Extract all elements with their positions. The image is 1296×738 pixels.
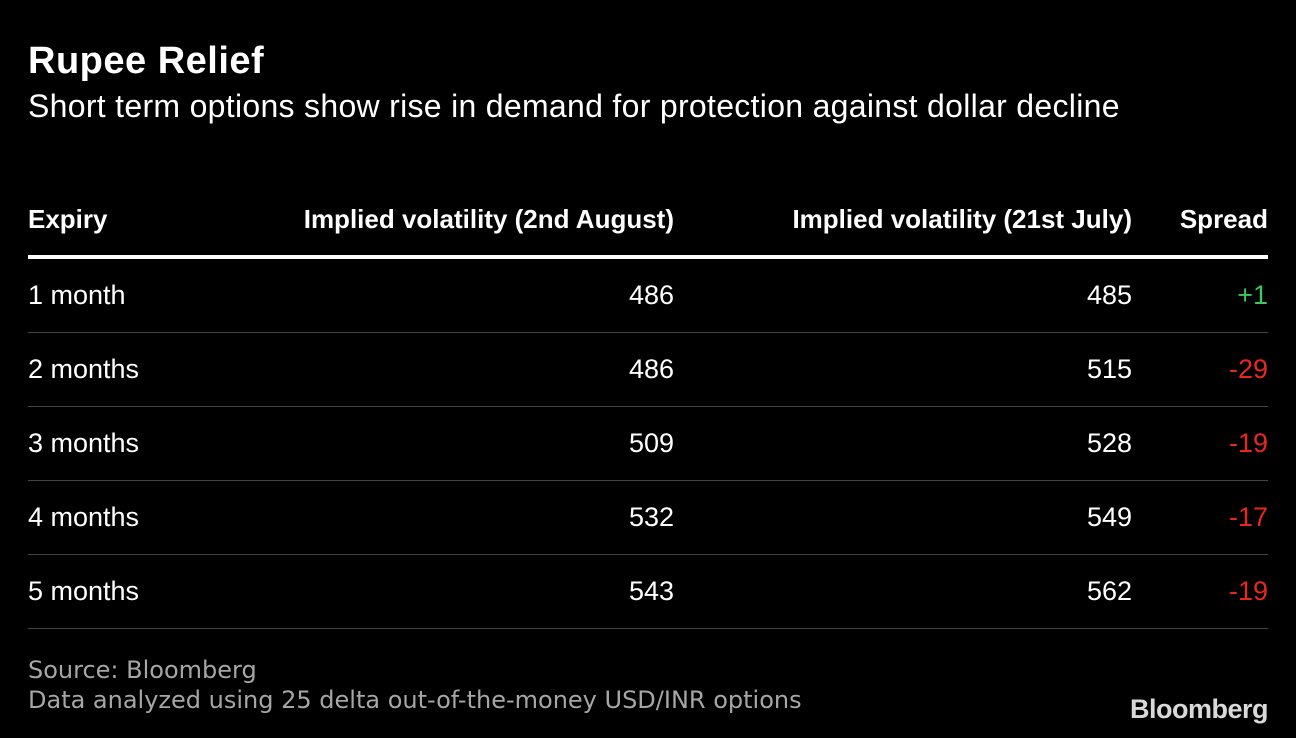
table-row: 3 months 509 528 -19 — [28, 406, 1268, 481]
cell-spread: -17 — [1132, 480, 1268, 555]
table-row: 4 months 532 549 -17 — [28, 480, 1268, 555]
column-header-iv-jul21: Implied volatility (21st July) — [674, 183, 1132, 259]
cell-iv-jul21: 562 — [674, 554, 1132, 629]
bloomberg-logo: Bloomberg — [1129, 694, 1269, 724]
cell-iv-aug2: 532 — [268, 480, 674, 555]
column-header-spread: Spread — [1132, 183, 1268, 259]
cell-spread: -19 — [1132, 554, 1268, 629]
method-note: Data analyzed using 25 delta out-of-the-… — [28, 686, 802, 714]
cell-iv-jul21: 549 — [674, 480, 1132, 555]
table-row: 2 months 486 515 -29 — [28, 332, 1268, 407]
column-header-expiry: Expiry — [28, 183, 268, 259]
table-row: 1 month 486 485 +1 — [28, 257, 1268, 333]
cell-iv-aug2: 486 — [268, 332, 674, 407]
cell-iv-aug2: 509 — [268, 406, 674, 481]
chart-subtitle: Short term options show rise in demand f… — [28, 88, 1120, 124]
header-row: Expiry Implied volatility (2nd August) I… — [28, 183, 1268, 259]
data-table: Expiry Implied volatility (2nd August) I… — [28, 183, 1268, 629]
cell-iv-jul21: 528 — [674, 406, 1132, 481]
table-body: 1 month 486 485 +1 2 months 486 515 -29 3 months… — [28, 257, 1268, 629]
cell-iv-jul21: 515 — [674, 332, 1132, 407]
cell-expiry: 3 months — [28, 406, 268, 481]
cell-expiry: 1 month — [28, 257, 268, 333]
chart-title: Rupee Relief — [28, 40, 265, 82]
table-row: 5 months 543 562 -19 — [28, 554, 1268, 629]
cell-spread: -19 — [1132, 406, 1268, 481]
cell-expiry: 5 months — [28, 554, 268, 629]
cell-expiry: 2 months — [28, 332, 268, 407]
cell-iv-jul21: 485 — [674, 257, 1132, 333]
cell-spread: -29 — [1132, 332, 1268, 407]
cell-iv-aug2: 486 — [268, 257, 674, 333]
source-note: Source: Bloomberg — [28, 656, 257, 684]
column-header-iv-aug2: Implied volatility (2nd August) — [268, 183, 674, 259]
cell-expiry: 4 months — [28, 480, 268, 555]
cell-spread: +1 — [1132, 257, 1268, 333]
cell-iv-aug2: 543 — [268, 554, 674, 629]
footer-notes: Source: Bloomberg Data analyzed using 25… — [28, 655, 802, 715]
